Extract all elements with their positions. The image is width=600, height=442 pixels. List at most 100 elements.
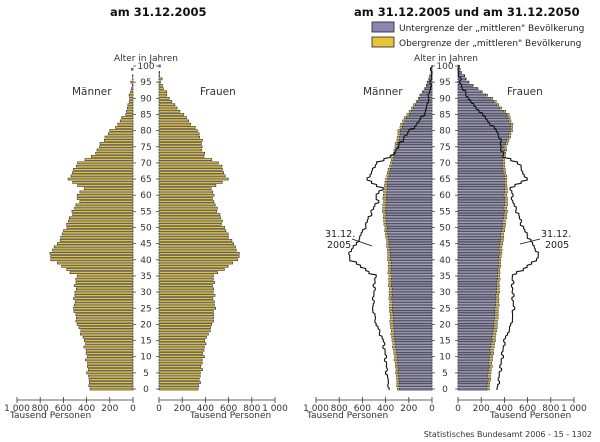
bar-women-lower — [457, 313, 496, 316]
age-tick-label: 60 — [140, 191, 152, 201]
bar-men — [132, 84, 134, 87]
bar-women — [158, 90, 168, 94]
bar-men — [96, 148, 134, 152]
bar-women-lower — [457, 210, 505, 213]
bar-women-lower — [457, 103, 497, 107]
bar-women — [158, 164, 223, 168]
bar-women-lower — [457, 184, 505, 187]
bar-women-lower — [457, 139, 507, 142]
bar-women — [158, 245, 236, 249]
bar-men-lower — [410, 109, 433, 113]
bar-women-lower — [457, 326, 495, 329]
bar-men — [68, 219, 134, 223]
bar-men — [104, 138, 134, 142]
bar-women — [158, 213, 221, 216]
bar-men — [73, 168, 134, 171]
age-tick-label: 15 — [439, 337, 450, 347]
bar-women-lower — [457, 345, 491, 349]
bar-men — [115, 126, 134, 129]
bar-women-lower — [457, 80, 469, 84]
bar-women-lower — [457, 223, 504, 226]
bar-women — [158, 74, 160, 77]
age-tick-label: 50 — [140, 224, 152, 234]
bar-men-lower — [399, 132, 433, 136]
bar-women-lower — [457, 226, 503, 229]
age-tick-label: 40 — [140, 256, 152, 266]
x-tick-label-right: 1 000 — [262, 404, 288, 414]
legend-label-upper: Obergrenze der „mittleren" Bevölkerung — [399, 39, 581, 49]
bar-women — [158, 109, 181, 113]
age-tick-label: 40 — [439, 256, 451, 266]
bar-women-lower — [457, 142, 506, 145]
bar-women-lower — [457, 129, 511, 132]
bar-men-lower — [397, 365, 433, 368]
bar-men — [83, 187, 134, 191]
bar-women-lower — [457, 310, 496, 313]
bar-men — [61, 264, 134, 268]
bar-men — [76, 164, 134, 168]
bar-men-lower — [392, 300, 433, 304]
bar-women-lower — [457, 245, 500, 249]
bar-men — [86, 371, 134, 375]
bar-women — [158, 229, 227, 233]
bar-men — [82, 336, 134, 339]
bar-men — [73, 297, 134, 300]
bar-men-lower — [390, 265, 433, 268]
bar-women — [158, 122, 191, 126]
bar-women-lower — [457, 252, 500, 255]
bar-women-lower — [457, 358, 490, 362]
bar-women-lower — [457, 219, 503, 223]
bar-men-lower — [393, 316, 433, 320]
bar-women — [158, 232, 229, 236]
age-axis-label-right: Alter in Jahren — [414, 54, 478, 64]
bar-men — [88, 374, 134, 378]
bar-women — [158, 145, 203, 149]
bar-men — [89, 387, 134, 391]
bar-women-lower — [457, 381, 488, 384]
bar-women — [158, 297, 214, 300]
bar-women — [158, 374, 201, 378]
age-tick-label: 25 — [439, 304, 450, 314]
bar-men — [66, 226, 134, 229]
bar-women-lower — [457, 294, 496, 297]
bar-women-lower — [457, 90, 482, 94]
bar-women — [158, 161, 219, 165]
bar-men — [67, 177, 134, 181]
age-tick-label: 65 — [439, 175, 450, 185]
bar-women-lower — [457, 258, 499, 262]
bar-women-lower — [457, 368, 489, 371]
legend-label-lower: Untergrenze der „mittleren" Bevölkerung — [399, 24, 584, 34]
pyramid-2005: 0 5 10 15 20 25 30 35 40 45 50 55 60 65 70 75 80 85 90 95 10… — [4, 62, 288, 414]
bar-men-lower — [399, 129, 433, 132]
bar-men-lower — [398, 381, 433, 384]
bar-men-lower — [394, 329, 433, 333]
bar-men — [128, 93, 134, 97]
age-tick-label: 10 — [439, 353, 451, 363]
bar-women-lower — [457, 387, 488, 391]
bar-women — [158, 368, 203, 371]
bar-women — [158, 148, 202, 152]
bar-men — [129, 96, 134, 100]
bar-men-lower — [397, 371, 433, 375]
bar-men-lower — [387, 177, 433, 181]
bar-men-lower — [398, 374, 433, 378]
bar-men-lower — [419, 97, 433, 100]
bar-women-lower — [457, 261, 499, 265]
bar-women-lower — [457, 132, 509, 136]
bar-men — [75, 277, 134, 281]
bar-men-lower — [395, 151, 433, 155]
bar-women — [158, 365, 202, 368]
bar-women — [158, 261, 233, 265]
bar-men — [95, 151, 134, 155]
age-tick-label: 65 — [140, 175, 151, 185]
bar-men-lower — [390, 271, 433, 274]
bar-women-lower — [457, 119, 509, 123]
bar-women-lower — [457, 203, 505, 207]
bar-men — [74, 290, 134, 294]
age-tick-label: 60 — [439, 191, 451, 201]
bar-women — [158, 342, 207, 346]
bar-men-lower — [424, 87, 433, 90]
age-tick-label: 55 — [140, 207, 151, 217]
x-tick-label-left: 1 000 — [4, 404, 30, 414]
legend-swatch-lower — [371, 21, 395, 33]
